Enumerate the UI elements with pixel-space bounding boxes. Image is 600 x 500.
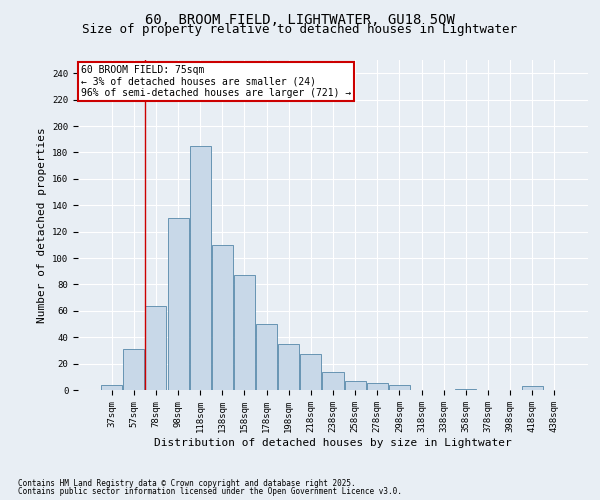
Bar <box>301 354 322 390</box>
Text: Contains public sector information licensed under the Open Government Licence v3: Contains public sector information licen… <box>18 487 402 496</box>
Bar <box>234 275 255 390</box>
Bar <box>344 381 365 390</box>
Text: Size of property relative to detached houses in Lightwater: Size of property relative to detached ho… <box>83 22 517 36</box>
Y-axis label: Number of detached properties: Number of detached properties <box>37 127 47 323</box>
Bar <box>124 349 145 390</box>
Bar <box>212 245 233 390</box>
Bar <box>389 384 410 390</box>
Bar <box>190 146 211 390</box>
Bar <box>167 218 188 390</box>
Text: Contains HM Land Registry data © Crown copyright and database right 2025.: Contains HM Land Registry data © Crown c… <box>18 478 356 488</box>
Bar <box>101 384 122 390</box>
Bar <box>455 388 476 390</box>
Bar <box>521 386 542 390</box>
X-axis label: Distribution of detached houses by size in Lightwater: Distribution of detached houses by size … <box>154 438 512 448</box>
Bar <box>278 344 299 390</box>
Bar <box>256 324 277 390</box>
Bar <box>145 306 166 390</box>
Text: 60, BROOM FIELD, LIGHTWATER, GU18 5QW: 60, BROOM FIELD, LIGHTWATER, GU18 5QW <box>145 12 455 26</box>
Bar <box>322 372 344 390</box>
Bar <box>367 384 388 390</box>
Text: 60 BROOM FIELD: 75sqm
← 3% of detached houses are smaller (24)
96% of semi-detac: 60 BROOM FIELD: 75sqm ← 3% of detached h… <box>80 65 351 98</box>
